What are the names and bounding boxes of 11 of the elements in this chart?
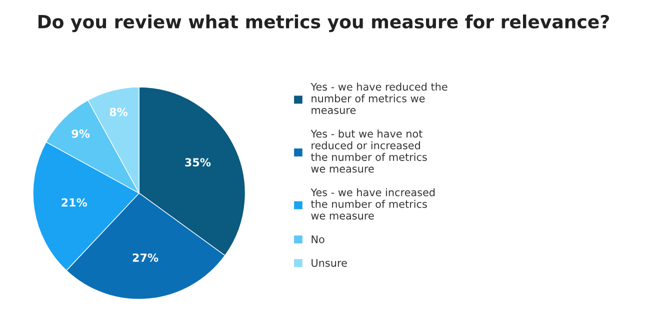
legend-label: Yes - but we have not reduced or increased the number of metrics we measure bbox=[310, 130, 427, 173]
data-label: 9% bbox=[72, 129, 90, 138]
legend-label: Yes - we have increased the number of metrics we measure bbox=[310, 188, 435, 220]
data-label: 21% bbox=[62, 198, 88, 207]
chart-title: Do you review what metrics you measure for relevance? bbox=[38, 14, 609, 32]
legend-label: Unsure bbox=[312, 259, 347, 267]
data-label: 27% bbox=[132, 253, 158, 262]
legend-label: Yes - we have reduced the number of metrics we measure bbox=[310, 82, 448, 114]
data-label: 8% bbox=[110, 108, 128, 116]
data-label: 35% bbox=[185, 158, 211, 166]
legend-label: No bbox=[312, 235, 324, 244]
